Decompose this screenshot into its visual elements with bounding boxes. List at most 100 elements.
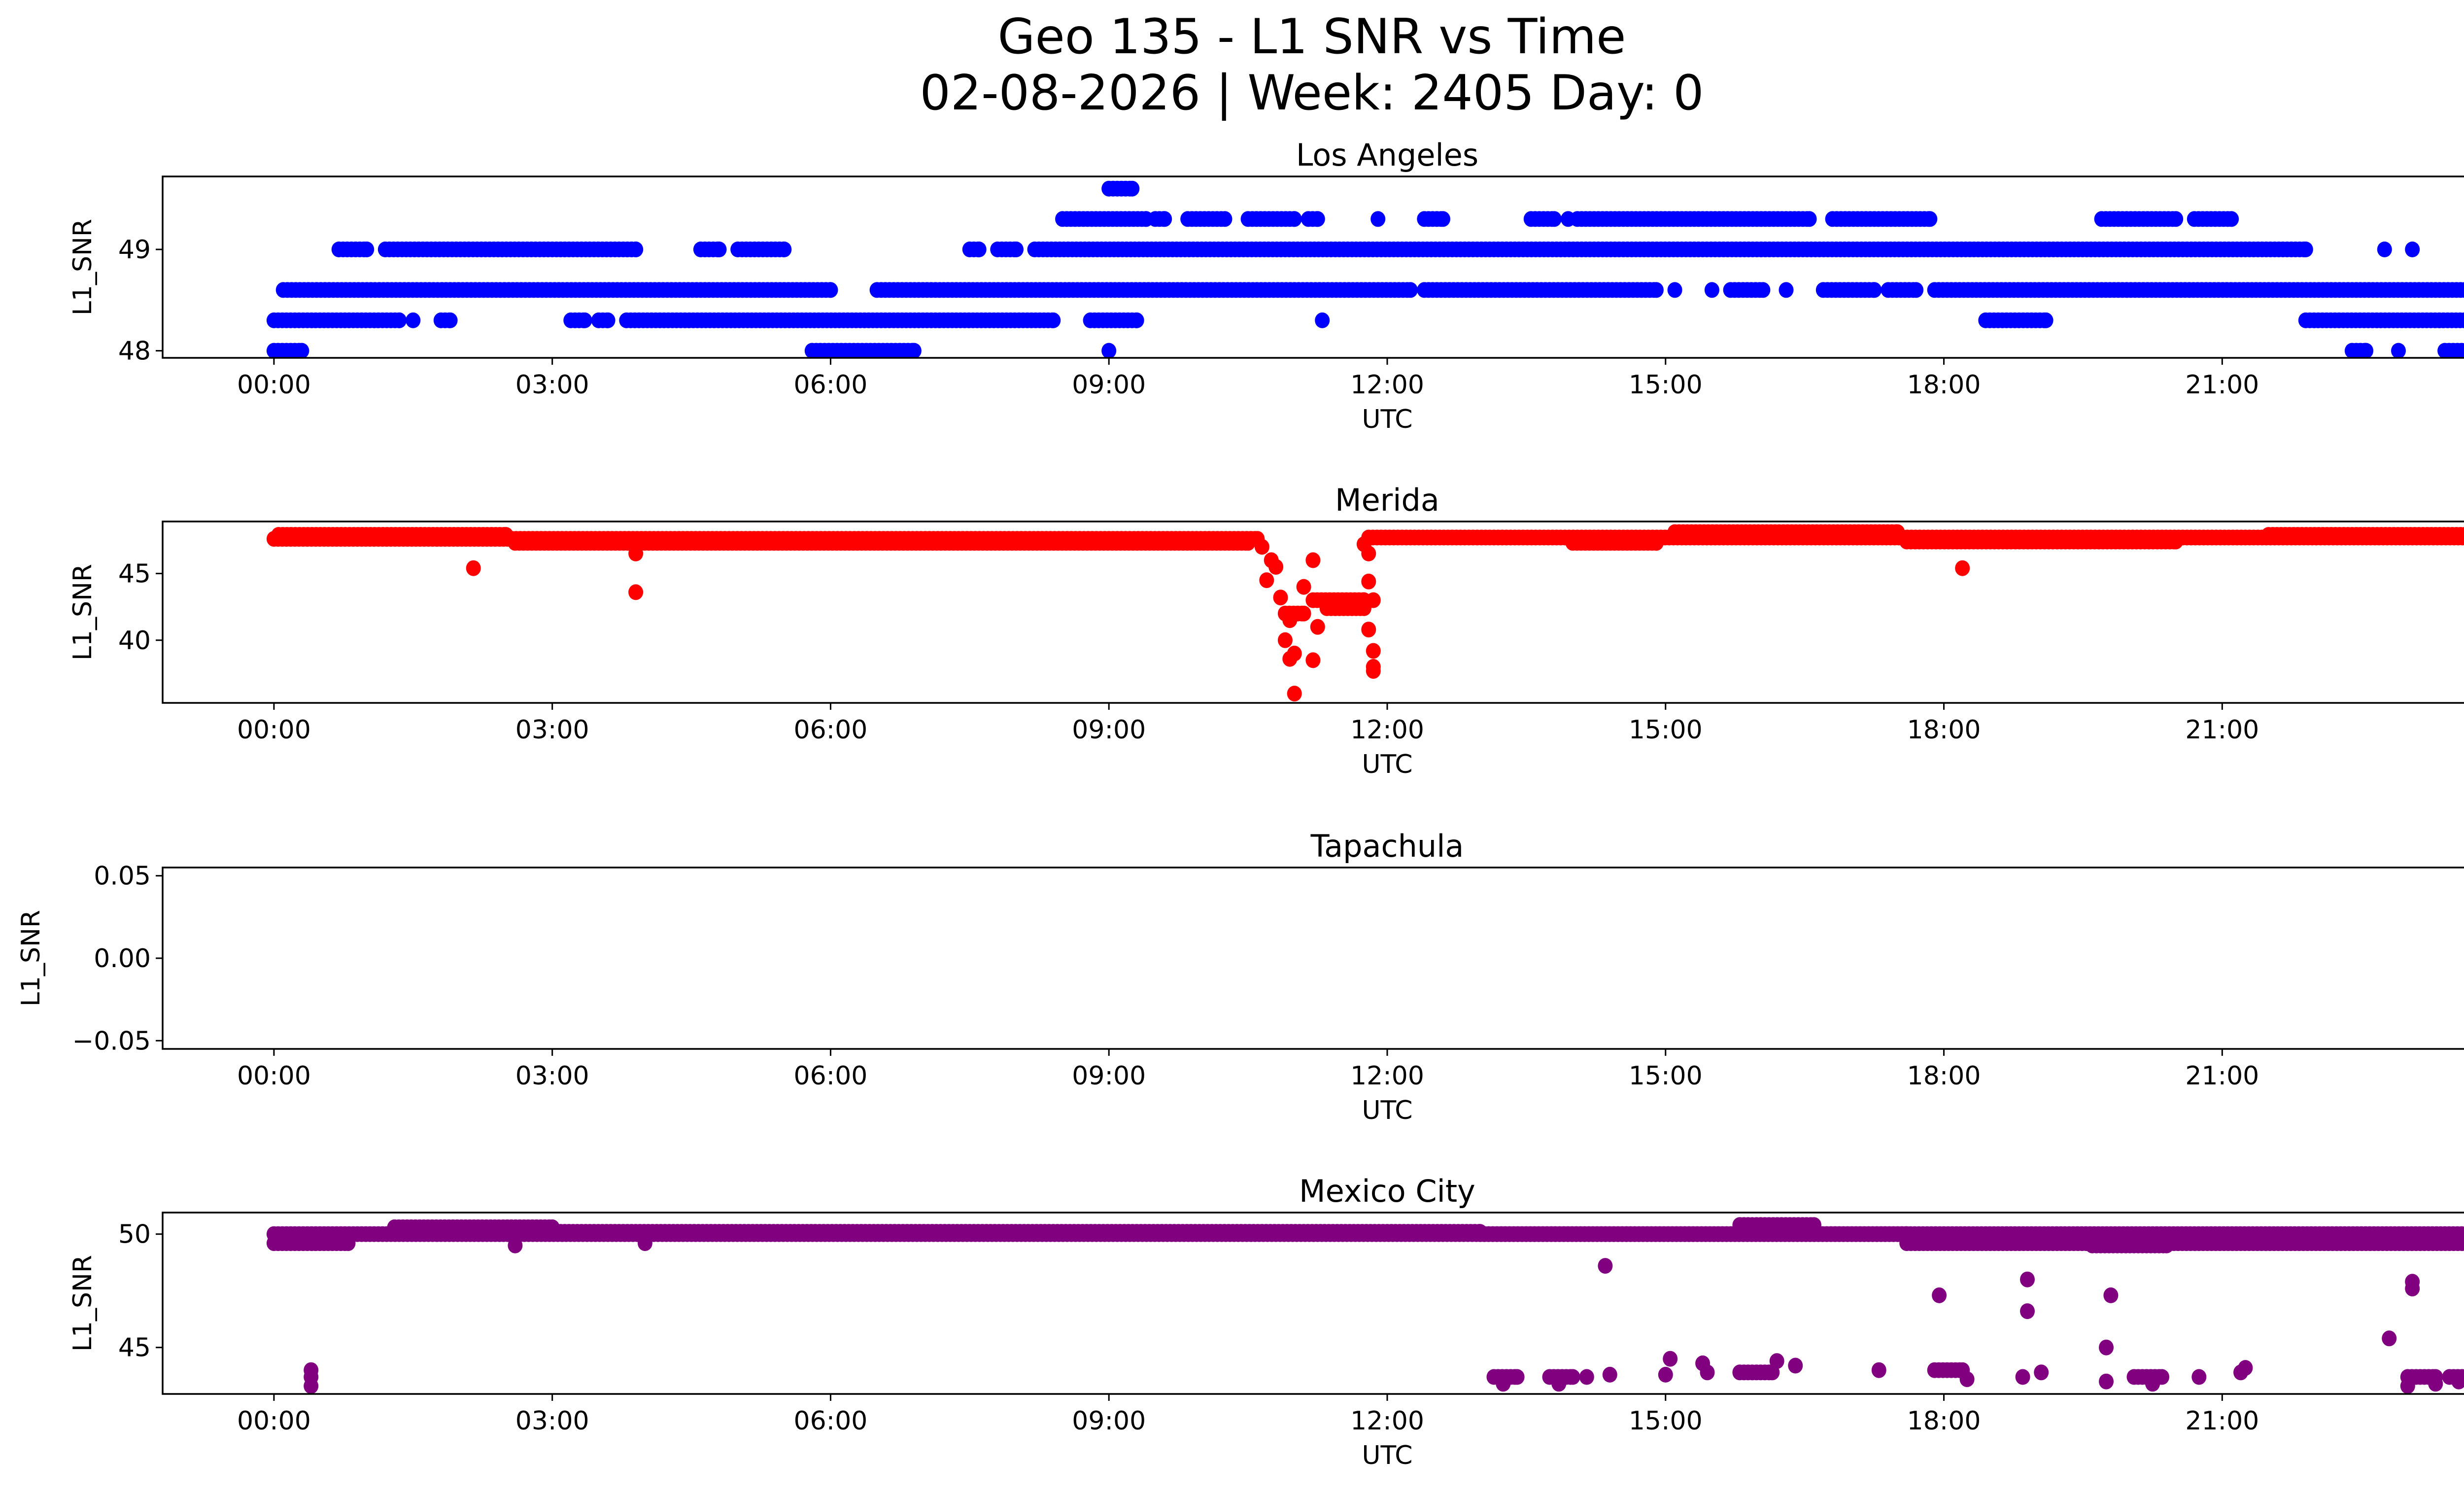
x-tick-label: 06:00 — [794, 370, 868, 400]
data-point — [2298, 242, 2313, 257]
data-point — [2459, 1235, 2464, 1251]
y-tick-label: 40 — [118, 626, 151, 656]
axes-frame — [162, 175, 2464, 359]
data-point — [2457, 527, 2464, 543]
data-point — [577, 312, 592, 328]
x-tick-label: 12:00 — [1350, 1061, 1424, 1091]
data-point — [1955, 560, 1970, 576]
x-tick-label: 18:00 — [1907, 1061, 1981, 1091]
data-point — [1277, 632, 1293, 648]
data-point — [1254, 539, 1269, 555]
data-point — [628, 242, 644, 257]
data-point — [1551, 1376, 1567, 1392]
data-point — [1602, 1366, 1617, 1383]
axes-frame — [162, 867, 2464, 1050]
y-tick-label: 50 — [118, 1220, 151, 1250]
data-point — [1932, 1287, 1947, 1303]
y-tick-label: 49 — [118, 235, 151, 265]
data-point — [628, 545, 644, 561]
subplot-los-angeles: Los Angeles 48 49 L1_SNR 00:00 03:00 06:00 09:0… — [68, 137, 2464, 434]
x-tick-label: 06:00 — [794, 1061, 868, 1091]
data-point — [1125, 180, 1140, 197]
data-point — [1648, 282, 1664, 298]
data-point — [1129, 312, 1144, 328]
data-point — [1890, 524, 1905, 540]
x-tick-label: 00:00 — [237, 1406, 311, 1436]
x-tick-label: 06:00 — [794, 1406, 868, 1436]
data-point — [1259, 572, 1274, 589]
data-point — [1802, 211, 1817, 227]
data-point — [2428, 1376, 2443, 1392]
data-point — [2103, 1287, 2119, 1303]
data-point — [1282, 612, 1298, 628]
data-point — [1305, 552, 1321, 568]
y-tick-label: 48 — [118, 337, 151, 366]
x-tick-label: 15:00 — [1629, 1061, 1703, 1091]
data-point — [1366, 592, 1381, 608]
y-tick-label: 0.05 — [94, 862, 151, 891]
x-axis-label: UTC — [1362, 405, 1412, 434]
x-tick-label: 21:00 — [2185, 715, 2259, 745]
data-point — [2191, 1369, 2207, 1385]
x-tick-label: 21:00 — [2185, 370, 2259, 400]
data-point — [443, 312, 458, 328]
data-point — [1871, 1362, 1886, 1378]
data-point — [2382, 1330, 2397, 1347]
data-point — [1310, 211, 1325, 227]
data-point — [1922, 211, 1938, 227]
data-point — [1240, 535, 1256, 551]
x-tick-label: 09:00 — [1072, 715, 1146, 745]
data-point — [1663, 1351, 1678, 1367]
x-tick-label: 15:00 — [1629, 715, 1703, 745]
data-point — [600, 312, 616, 328]
x-tick-label: 00:00 — [237, 1061, 311, 1091]
data-point — [1268, 559, 1284, 575]
data-point — [2391, 343, 2406, 358]
y-tick-label: −0.05 — [72, 1026, 151, 1056]
x-tick-label: 03:00 — [515, 715, 589, 745]
data-point — [1157, 211, 1172, 227]
data-point — [2020, 1303, 2035, 1320]
data-point — [1769, 1353, 1784, 1369]
data-point — [2458, 343, 2464, 358]
data-point — [1009, 242, 1024, 257]
data-point — [1909, 282, 1924, 298]
data-point — [2034, 1364, 2049, 1381]
data-point — [2463, 346, 2464, 356]
data-point — [2168, 533, 2184, 550]
data-point — [1496, 1376, 1511, 1392]
data-point — [971, 242, 987, 257]
data-point — [1565, 1369, 1580, 1385]
x-tick-label: 12:00 — [1350, 1406, 1424, 1436]
data-point — [2405, 242, 2420, 257]
data-point — [406, 312, 421, 328]
y-axis-label: L1_SNR — [68, 564, 98, 661]
data-point — [304, 1362, 319, 1378]
data-point — [341, 1235, 356, 1252]
subplot-title: Merida — [1335, 482, 1439, 518]
chart-subtitle: 02-08-2026 | Week: 2405 Day: 0 — [920, 65, 1704, 121]
data-point — [637, 1235, 652, 1252]
data-point — [2451, 1373, 2464, 1390]
x-tick-label: 00:00 — [237, 715, 311, 745]
chart-title: Geo 135 - L1 SNR vs Time — [998, 9, 1626, 65]
data-point — [2020, 1271, 2035, 1287]
x-tick-label: 18:00 — [1907, 370, 1981, 400]
x-tick-label: 15:00 — [1629, 1406, 1703, 1436]
x-tick-label: 18:00 — [1907, 1406, 1981, 1436]
data-point — [392, 312, 407, 328]
data-point — [1361, 622, 1376, 638]
data-point — [2099, 1339, 2114, 1356]
data-point — [1296, 579, 1311, 595]
data-point — [1361, 545, 1376, 561]
data-point — [508, 1237, 523, 1253]
data-point — [1779, 282, 1794, 298]
data-point — [906, 343, 922, 358]
data-point — [1648, 535, 1664, 551]
data-point — [2145, 1376, 2160, 1392]
data-point — [1807, 1217, 1821, 1233]
data-point — [2238, 1360, 2253, 1376]
data-point — [1579, 1369, 1594, 1385]
x-axis-label: UTC — [1362, 1096, 1412, 1125]
data-point — [2038, 312, 2053, 328]
